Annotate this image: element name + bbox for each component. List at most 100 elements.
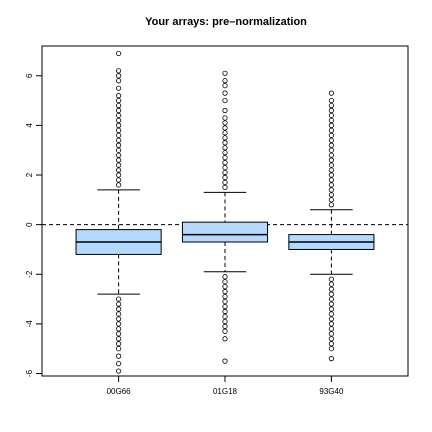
outlier-point xyxy=(116,306,122,312)
outlier-point xyxy=(116,137,122,143)
y-tick-label: -2 xyxy=(25,270,34,278)
outlier-point xyxy=(116,142,122,148)
outlier-point xyxy=(222,125,228,131)
outlier-point xyxy=(222,70,228,76)
outlier-point xyxy=(116,336,122,342)
outlier-point xyxy=(328,102,334,109)
outlier-point xyxy=(116,301,122,307)
outlier-point xyxy=(116,85,122,91)
outlier-point xyxy=(116,152,122,158)
outlier-point xyxy=(328,162,334,168)
outlier-point xyxy=(328,107,334,114)
outlier-point xyxy=(116,122,122,128)
outlier-point xyxy=(116,296,122,302)
outlier-point xyxy=(328,346,334,352)
y-tick-label: -6 xyxy=(25,369,34,377)
chart-title: Your arrays: pre–normalization xyxy=(145,16,307,28)
outlier-point xyxy=(116,360,122,367)
box-01G18 xyxy=(181,70,269,364)
outlier-point xyxy=(222,150,228,156)
outlier-point xyxy=(222,90,228,96)
outlier-point xyxy=(116,132,122,138)
outlier-point xyxy=(328,132,334,138)
box-group xyxy=(75,50,375,374)
outlier-point xyxy=(116,97,122,104)
outlier-point xyxy=(116,107,122,114)
outlier-point xyxy=(222,140,228,146)
outlier-point xyxy=(328,182,334,188)
outlier-point xyxy=(116,316,122,322)
outlier-point xyxy=(222,135,228,141)
outlier-point xyxy=(222,289,228,295)
outlier-point xyxy=(116,172,122,178)
outlier-point xyxy=(328,281,334,287)
outlier-point xyxy=(328,202,334,208)
outlier-point xyxy=(328,341,334,347)
outlier-point xyxy=(116,147,122,153)
outlier-point xyxy=(222,115,228,121)
box-00G66 xyxy=(75,50,162,374)
outlier-point xyxy=(222,78,228,84)
box-93G40 xyxy=(288,90,375,362)
y-tick-label: 2 xyxy=(25,172,34,177)
outlier-point xyxy=(116,127,122,133)
box-iqr xyxy=(181,221,269,243)
outlier-point xyxy=(328,336,334,342)
outlier-point xyxy=(222,328,228,334)
outlier-point xyxy=(116,311,122,317)
outlier-point xyxy=(222,155,228,161)
outlier-point xyxy=(222,160,228,166)
outlier-point xyxy=(116,341,122,347)
outlier-point xyxy=(328,157,334,163)
outlier-point xyxy=(116,326,122,332)
outlier-point xyxy=(116,162,122,168)
outlier-point xyxy=(222,279,228,285)
outlier-point xyxy=(222,303,228,310)
outlier-point xyxy=(328,291,334,297)
y-tick-label: 6 xyxy=(25,73,34,78)
outlier-point xyxy=(222,97,228,104)
outlier-point xyxy=(328,306,334,312)
outlier-point xyxy=(116,182,122,188)
outlier-point xyxy=(116,78,122,84)
x-tick-label: 00G66 xyxy=(107,387,132,396)
outlier-point xyxy=(116,73,122,79)
outlier-point xyxy=(222,274,228,280)
outlier-point xyxy=(116,68,122,74)
outlier-point xyxy=(116,331,122,337)
outlier-point xyxy=(328,177,334,183)
x-tick-label: 01G18 xyxy=(213,387,238,396)
outlier-point xyxy=(328,137,334,143)
y-tick-label: -4 xyxy=(25,320,34,328)
outlier-point xyxy=(328,97,334,104)
outlier-point xyxy=(328,142,334,148)
outlier-point xyxy=(328,356,334,362)
outlier-point xyxy=(328,122,334,128)
outlier-point xyxy=(116,353,122,359)
x-axis: 00G66 01G18 93G40 xyxy=(107,376,344,396)
outlier-point xyxy=(222,313,228,320)
outlier-point xyxy=(328,192,334,198)
outlier-point xyxy=(222,107,228,114)
outlier-point xyxy=(116,321,122,327)
outlier-point xyxy=(222,318,228,325)
outlier-point xyxy=(116,346,122,352)
outlier-point xyxy=(328,276,334,282)
outlier-point xyxy=(116,93,122,99)
outlier-point xyxy=(222,358,228,364)
outlier-point xyxy=(116,102,122,109)
outlier-point xyxy=(116,112,122,119)
outlier-point xyxy=(328,127,334,133)
outlier-point xyxy=(222,298,228,305)
outlier-point xyxy=(116,368,122,374)
outlier-point xyxy=(116,50,122,57)
outlier-point xyxy=(116,157,122,163)
outlier-point xyxy=(116,117,122,124)
outlier-point xyxy=(328,112,334,119)
x-tick-label: 93G40 xyxy=(319,387,344,396)
outlier-point xyxy=(222,120,228,126)
outlier-point xyxy=(222,169,228,176)
outlier-point xyxy=(222,164,228,171)
outlier-point xyxy=(222,174,228,181)
